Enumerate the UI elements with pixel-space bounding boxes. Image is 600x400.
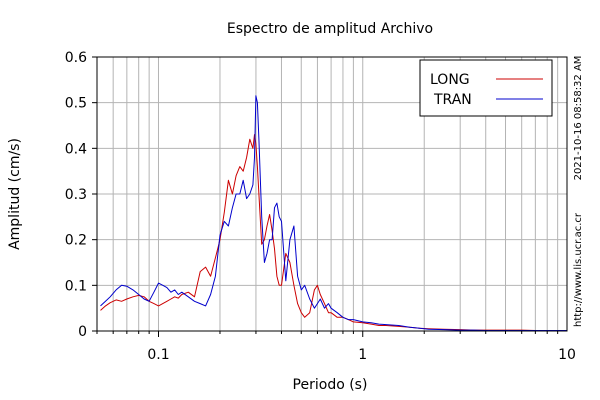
series-line-tran <box>100 95 567 331</box>
series-lines <box>100 95 567 331</box>
plot-frame <box>96 56 568 332</box>
y-tick-label: 0.6 <box>65 50 87 66</box>
y-tick-label: 0.4 <box>65 141 87 157</box>
legend-box <box>419 59 553 117</box>
legend: LONG TRAN <box>419 59 553 117</box>
y-tick-label: 0.3 <box>65 187 87 203</box>
series-line-long <box>100 134 567 331</box>
y-tick-label: 0.5 <box>65 96 87 112</box>
x-tick-label: 10 <box>558 347 576 363</box>
y-axis-label: Amplitud (cm/s) <box>7 138 23 250</box>
x-tick-label: 1 <box>358 347 367 363</box>
timestamp-label: 2021-10-16 08:58:32 AM <box>573 56 584 181</box>
legend-label-long: LONG <box>430 72 470 88</box>
y-tick-label: 0 <box>78 324 87 340</box>
y-tick-label: 0.1 <box>65 278 87 294</box>
x-axis-label: Periodo (s) <box>293 377 368 393</box>
x-tick-label: 0.1 <box>147 347 169 363</box>
y-tick-label: 0.2 <box>65 233 87 249</box>
axis-ticks: 0 0.1 0.2 0.3 0.4 0.5 0.6 0.1 1 10 <box>65 50 576 363</box>
source-url-label: http://www.lis.ucr.ac.cr <box>573 212 584 327</box>
chart-title: Espectro de amplitud Archivo <box>227 21 433 37</box>
legend-label-tran: TRAN <box>433 92 472 108</box>
